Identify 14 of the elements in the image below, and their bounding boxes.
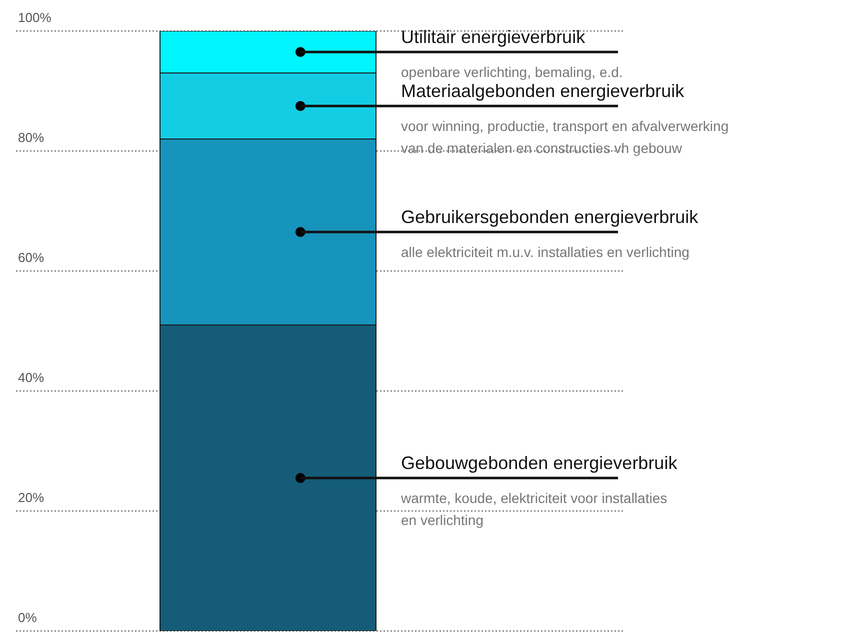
series-label: Gebouwgebonden energieverbruik bbox=[401, 453, 678, 473]
annotation: alle elektriciteit m.u.v. installaties en verlichting bbox=[401, 244, 690, 260]
annotation: voor winning, productie, transport en afvalverwerking van de materialen en constructies vh gebouw bbox=[401, 118, 729, 156]
annotation: openbare verlichting, bemaling, e.d. bbox=[401, 64, 623, 80]
y-tick-label: 0% bbox=[18, 610, 38, 625]
annotation: warmte, koude, elektriciteit voor installaties en verlichting bbox=[400, 490, 668, 528]
y-tick-label: 100% bbox=[18, 10, 52, 25]
y-tick-label: 80% bbox=[18, 130, 44, 145]
series-label: Gebruikersgebonden energieverbruik bbox=[401, 207, 700, 227]
y-tick-label: 40% bbox=[18, 370, 44, 385]
series-label: Utilitair energieverbruik bbox=[401, 27, 586, 47]
series-label: Materiaalgebonden energieverbruik bbox=[401, 81, 686, 101]
y-tick-label: 60% bbox=[18, 250, 44, 265]
y-tick-label: 20% bbox=[18, 490, 44, 505]
